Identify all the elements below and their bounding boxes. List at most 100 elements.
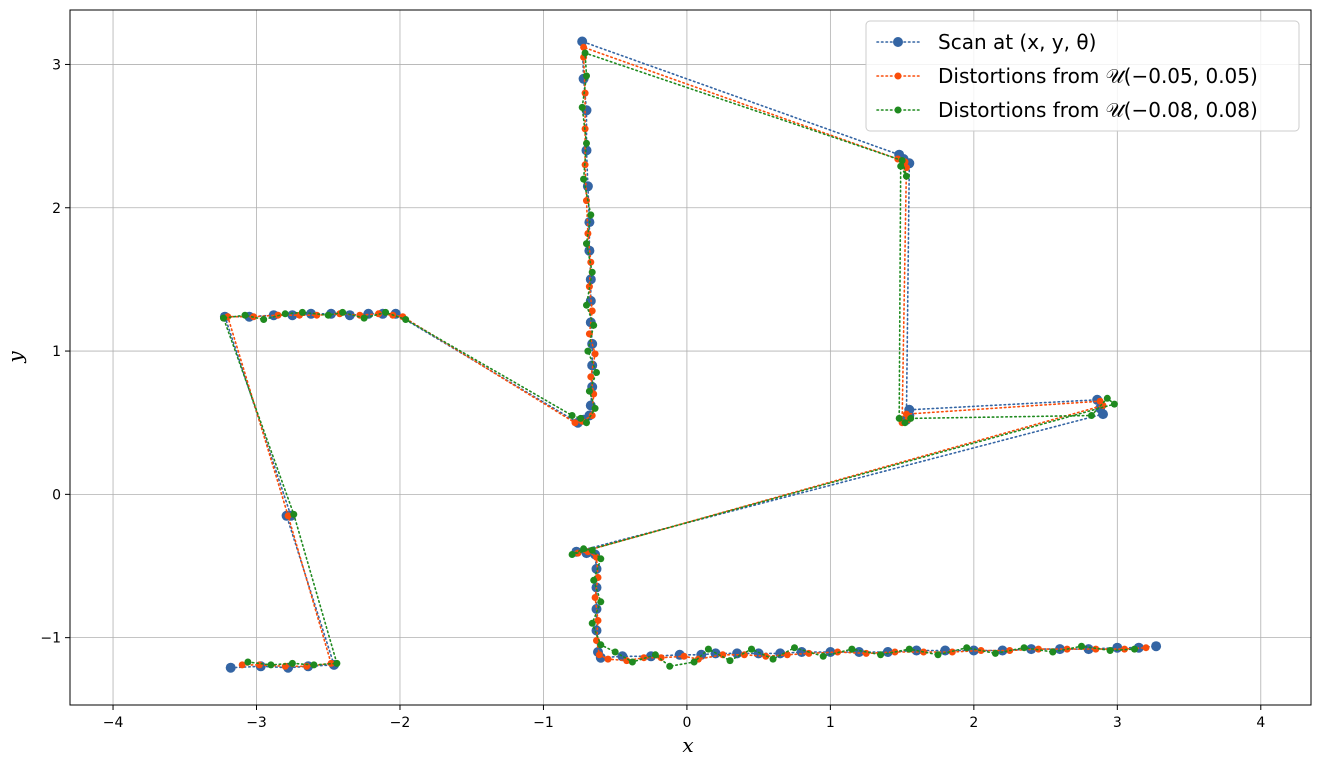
series-3-point — [597, 555, 605, 563]
ticks: −4 −3 −2 −1 0 1 2 3 4 −1 0 1 2 3 — [40, 57, 1265, 731]
series-3-point — [905, 645, 913, 653]
series-1-point — [1098, 409, 1108, 420]
series-3-point — [748, 645, 755, 653]
series-3-point — [791, 644, 798, 652]
series-3-point — [382, 308, 390, 316]
series-2-point — [238, 661, 246, 669]
series-1-point — [225, 662, 236, 673]
series-3-point — [220, 314, 227, 322]
y-tick-label: 3 — [52, 57, 61, 73]
series-3-point — [402, 316, 410, 323]
series-3-point — [651, 651, 659, 659]
series-3-point — [1049, 648, 1057, 656]
series-1-point — [591, 563, 602, 574]
series-2-point — [584, 230, 592, 237]
series-3-point — [583, 240, 590, 248]
series-1 — [219, 36, 1162, 673]
series-2-point — [303, 662, 311, 670]
series-2-point — [593, 637, 600, 644]
x-tick-label: −4 — [103, 715, 124, 731]
series-3-point — [590, 576, 598, 584]
series-3-point — [324, 311, 332, 319]
series-3-point — [901, 419, 909, 427]
series-3-point — [580, 175, 588, 183]
y-tick-label: 1 — [52, 344, 61, 360]
series-2-point — [591, 594, 599, 601]
series-2-point — [657, 654, 665, 662]
series-3-point — [267, 661, 275, 669]
series-1-point — [1151, 641, 1162, 652]
series-3-point — [848, 645, 856, 653]
series-3-point — [577, 414, 585, 422]
legend-label-3: Distortions from 𝒰(−0.08, 0.08) — [938, 98, 1258, 122]
y-tick-label: 2 — [52, 201, 61, 217]
y-axis-label: y — [3, 351, 27, 364]
series-2-point — [805, 649, 813, 657]
series-1-point — [882, 647, 893, 657]
series-1-point — [911, 645, 922, 656]
series-3-point — [1131, 645, 1138, 653]
series-3-point — [590, 321, 598, 329]
series-3-point — [568, 551, 576, 558]
series-2-point — [719, 651, 727, 659]
x-tick-label: −2 — [390, 715, 411, 731]
series-2-point — [587, 373, 595, 381]
series-3-point — [587, 211, 595, 219]
series-3-point — [584, 347, 592, 355]
series-3-point — [898, 157, 906, 164]
x-tick-label: 4 — [1256, 715, 1265, 731]
series-3 — [220, 49, 1138, 670]
series-3-point — [583, 301, 590, 309]
x-tick-label: −3 — [246, 715, 267, 731]
series-2-point — [585, 283, 593, 291]
series-3-point — [726, 657, 734, 665]
series-3-point — [583, 139, 590, 147]
series-3-point — [628, 658, 636, 666]
legend: Scan at (x, y, θ) Distortions from 𝒰(−0.0… — [865, 20, 1300, 132]
series-2-point — [284, 512, 292, 520]
series-1-point — [854, 647, 865, 657]
series-layer — [219, 36, 1162, 673]
x-axis-label: x — [682, 733, 693, 757]
x-tick-label: 3 — [1113, 715, 1122, 731]
legend-marker-2 — [894, 72, 902, 80]
series-1-point — [796, 647, 807, 657]
series-1-line — [223, 40, 1157, 669]
series-2-point — [902, 410, 910, 418]
series-2-point — [313, 311, 321, 319]
legend-label-2: Distortions from 𝒰(−0.05, 0.05) — [938, 64, 1258, 88]
series-3-point — [588, 546, 596, 554]
series-3-point — [591, 404, 599, 412]
x-tick-label: −1 — [533, 715, 554, 731]
series-3-point — [288, 659, 296, 667]
series-3-point — [1110, 400, 1118, 408]
series-3-point — [241, 311, 249, 319]
legend-box — [865, 20, 1300, 132]
series-3-point — [690, 658, 698, 666]
series-3-point — [963, 644, 971, 652]
series-3-point — [1088, 412, 1095, 419]
series-3-point — [597, 641, 605, 649]
x-tick-label: 1 — [826, 715, 835, 731]
series-2-point — [595, 651, 603, 659]
series-3-point — [583, 419, 590, 427]
series-3-point — [244, 658, 252, 666]
series-3-point — [1106, 647, 1114, 654]
series-3-point — [897, 162, 905, 170]
series-3-point — [769, 655, 777, 663]
series-2-point — [1121, 645, 1128, 653]
series-1-point — [732, 648, 743, 659]
series-3-point — [588, 268, 596, 276]
series-2-point — [581, 89, 589, 97]
series-3-point — [580, 545, 588, 553]
series-3-point — [333, 659, 341, 667]
series-3-point — [934, 651, 942, 659]
series-2-point — [591, 350, 599, 358]
series-2-point — [327, 659, 335, 667]
series-3-point — [895, 414, 903, 422]
series-2-point — [1034, 645, 1042, 653]
series-3-line — [222, 51, 1136, 668]
series-2-point — [588, 307, 596, 315]
series-3-point — [907, 414, 915, 422]
